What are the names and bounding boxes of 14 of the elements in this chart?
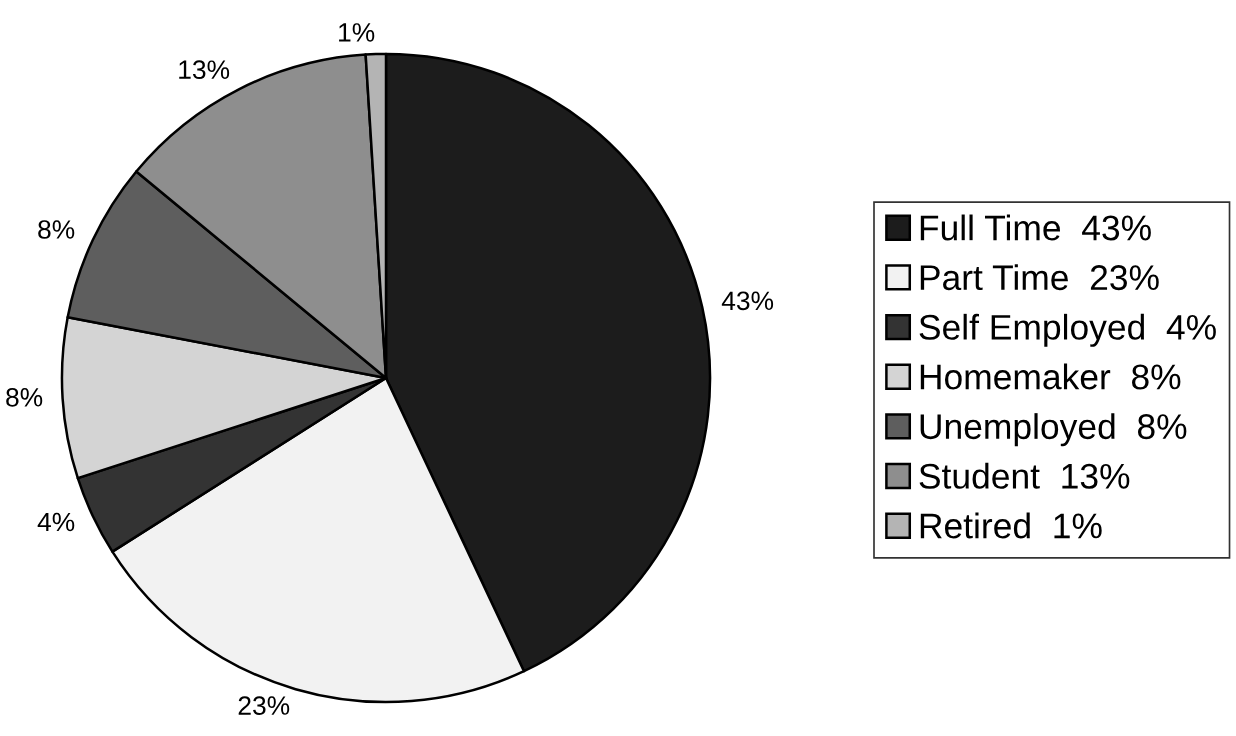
data-label: 4% (37, 512, 75, 532)
legend-label: Part Time 23% (920, 264, 1159, 291)
legend-label: Retired 1% (920, 512, 1102, 539)
legend-label: Unemployed 8% (920, 413, 1187, 447)
legend-label: Student 13% (919, 462, 1130, 489)
data-label: 8% (6, 387, 43, 407)
data-label: 1% (339, 23, 375, 42)
data-label: 23% (238, 696, 290, 715)
legend-label: Full Time 43% (920, 214, 1151, 241)
legend-label: Self Employed 4% (919, 313, 1216, 347)
legend-label: Homemaker 8% (920, 363, 1181, 390)
data-label: 13% (179, 60, 230, 80)
data-label: 8% (38, 220, 75, 239)
data-label: 43% (721, 291, 774, 311)
